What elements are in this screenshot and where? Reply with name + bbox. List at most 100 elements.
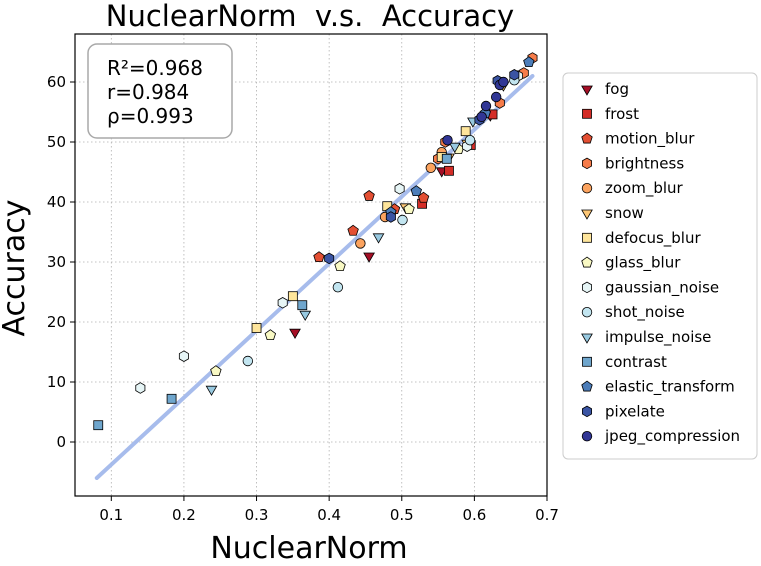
y-tick-label: 40 [47,193,66,211]
legend-label-gaussian-noise: gaussian_noise [605,278,719,297]
x-tick-label: 0.3 [245,506,269,524]
data-point-jpeg-compression [442,134,453,146]
data-point-jpeg-compression [490,91,502,103]
data-point-jpeg-compression [476,111,487,123]
legend-label-shot-noise: shot_noise [605,303,685,322]
data-point-contrast [297,300,308,311]
legend-marker-defocus-blur [582,232,592,243]
data-point-elastic-transform [410,185,422,197]
data-point-motion-blur [313,251,325,263]
legend-marker-zoom-blur [581,182,593,194]
legend-marker-glass-blur [581,256,593,268]
x-tick-label: 0.6 [462,506,486,524]
x-tick-label: 0.2 [172,506,196,524]
data-point-glass-blur [403,203,415,215]
y-tick-label: 20 [47,313,66,331]
data-point-zoom-blur [425,162,437,174]
chart-title: NuclearNorm v.s. Accuracy [106,0,514,33]
x-tick-label: 0.5 [390,506,414,524]
legend-marker-contrast [582,356,592,367]
stat-r-squared: R²=0.968 [107,56,203,80]
data-point-elastic-transform [523,56,535,68]
y-tick-label: 0 [56,433,66,451]
legend-frame [562,72,758,460]
legend-marker-motion-blur [581,132,593,144]
data-point-fog [363,252,375,263]
y-axis-title: Accuracy [0,200,32,337]
y-tick-label: 60 [47,73,66,91]
data-point-jpeg-compression [498,76,509,88]
data-point-glass-blur [264,329,277,341]
legend: fog frost motion_blur brightness zoom_blursn… [562,72,758,460]
legend-label-zoom-blur: zoom_blur [605,179,684,198]
data-point-impulse-noise [299,310,312,321]
legend-label-frost: frost [605,105,639,123]
data-point-shot-noise [397,214,408,226]
data-point-defocus-blur [251,323,262,333]
data-point-impulse-noise [205,385,218,397]
data-point-defocus-blur [287,291,298,302]
axis-ticks: 0.1 0.2 0.3 0.4 0.5 0.6 0.7 0 10 20 30 40 50 60 [47,73,559,524]
x-axis-title: NuclearNorm [210,531,407,566]
legend-marker-brightness [582,157,592,170]
stat-spearman-rho: ρ=0.993 [107,104,194,128]
data-point-shot-noise [242,355,254,367]
legend-label-fog: fog [605,80,629,98]
data-point-shot-noise [332,282,344,293]
legend-label-defocus-blur: defocus_blur [605,229,701,248]
data-point-defocus-blur [460,126,471,137]
data-point-contrast [166,393,177,404]
data-point-motion-blur [363,190,375,201]
legend-marker-elastic-transform [581,380,593,392]
x-tick-label: 0.4 [317,506,341,524]
legend-label-impulse-noise: impulse_noise [605,328,711,347]
legend-label-glass-blur: glass_blur [605,254,681,273]
data-point-pixelate [509,69,520,81]
data-point-fog [289,328,301,340]
legend-marker-pixelate [582,405,592,418]
x-tick-label: 0.7 [535,506,559,524]
data-point-gaussian-noise [135,382,146,394]
y-tick-label: 50 [47,133,66,151]
grid [75,34,547,496]
legend-entries: fog frost motion_blur brightness zoom_blursn… [581,80,740,446]
data-point-glass-blur [334,260,346,272]
legend-marker-snow [581,209,593,220]
stat-pearson-r: r=0.984 [107,80,189,104]
legend-label-motion-blur: motion_blur [605,130,695,149]
legend-label-snow: snow [605,204,644,222]
legend-marker-frost [582,108,592,119]
stats-box-frame [87,43,233,139]
data-point-pixelate [385,211,396,223]
legend-label-jpeg-compression: jpeg_compression [604,427,740,446]
legend-label-pixelate: pixelate [605,402,665,420]
data-point-impulse-noise [448,142,461,154]
legend-label-brightness: brightness [605,154,684,172]
data-point-contrast [441,153,452,164]
data-point-glass-blur [210,365,222,377]
data-point-motion-blur [347,224,359,236]
legend-marker-fog [581,85,593,96]
legend-marker-jpeg-compression [581,431,593,442]
data-points [93,52,538,431]
legend-label-elastic-transform: elastic_transform [605,378,735,397]
data-point-zoom-blur [355,238,366,249]
stats-box: R²=0.968 r=0.984 ρ=0.993 [87,43,233,139]
data-point-shot-noise [464,134,476,146]
legend-label-contrast: contrast [605,353,667,371]
legend-marker-shot-noise [581,307,593,318]
data-point-gaussian-noise [178,350,189,362]
legend-marker-gaussian-noise [582,281,592,294]
plot-frame [74,33,548,497]
data-point-gaussian-noise [277,297,288,309]
data-point-jpeg-compression [480,100,492,112]
data-point-gaussian-noise [394,183,405,195]
x-tick-label: 0.1 [99,506,123,524]
y-tick-label: 30 [47,253,66,271]
data-point-frost [444,165,454,176]
data-point-impulse-noise [372,233,385,244]
legend-marker-impulse-noise [581,333,593,344]
data-point-contrast [93,420,104,431]
y-tick-label: 10 [47,373,66,391]
